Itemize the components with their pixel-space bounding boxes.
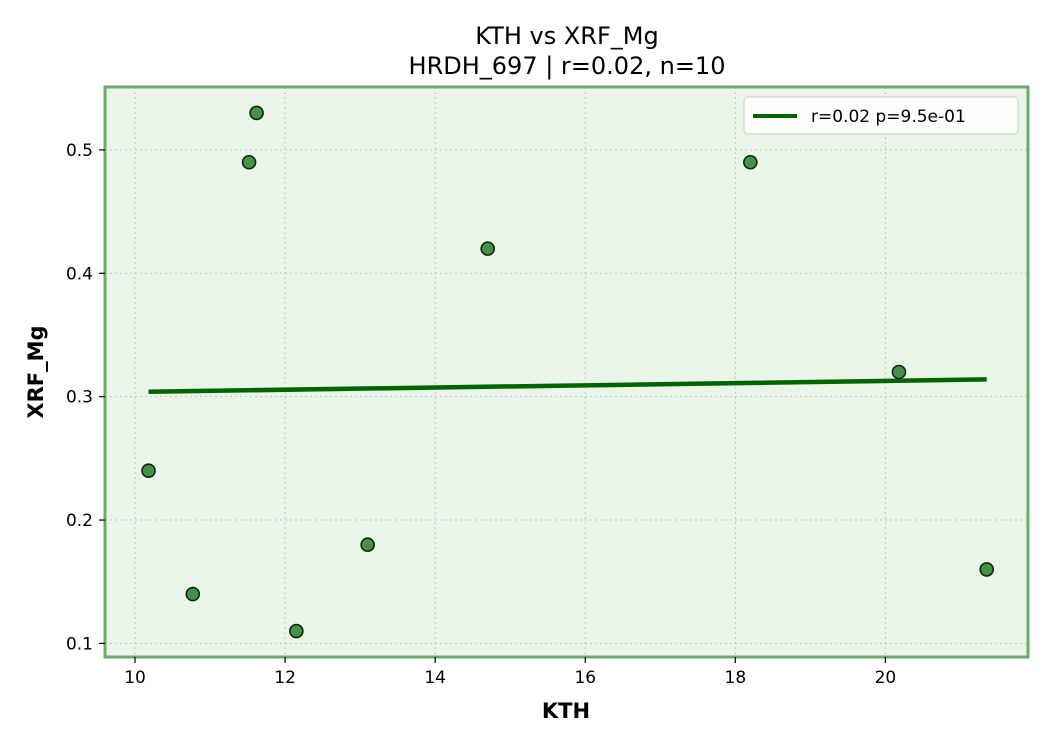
data-point bbox=[289, 623, 304, 639]
data-point bbox=[891, 364, 907, 380]
plot-area bbox=[105, 87, 1028, 657]
y-tick-label: 0.5 bbox=[66, 141, 93, 161]
legend-box bbox=[743, 96, 1019, 135]
data-point bbox=[185, 586, 201, 602]
axis-ticks: 10 12 14 16 18 20 0.1 0.2 0.3 0.4 0.5 bbox=[66, 141, 896, 688]
y-axis-label: XRF_Mg bbox=[24, 325, 48, 418]
y-tick-label: 0.3 bbox=[66, 388, 93, 408]
data-point bbox=[249, 105, 264, 121]
data-point bbox=[141, 463, 156, 479]
chart-title: KTH vs XRF_Mg bbox=[475, 22, 658, 50]
chart-subtitle: HRDH_697 | r=0.02, n=10 bbox=[409, 52, 726, 80]
x-axis-label: KTH bbox=[542, 699, 590, 723]
y-tick-label: 0.2 bbox=[66, 511, 93, 531]
legend-fit-line-label: r=0.02 p=9.5e-01 bbox=[811, 107, 966, 127]
x-tick-label: 20 bbox=[875, 668, 897, 688]
x-tick-label: 14 bbox=[424, 668, 446, 688]
x-tick-label: 18 bbox=[725, 668, 747, 688]
data-point bbox=[743, 154, 758, 170]
x-tick-label: 10 bbox=[124, 668, 146, 688]
y-tick-label: 0.4 bbox=[66, 264, 93, 284]
data-point bbox=[480, 241, 496, 256]
data-point bbox=[241, 154, 257, 170]
data-point bbox=[979, 562, 995, 577]
data-points bbox=[141, 105, 995, 639]
grid bbox=[105, 87, 1028, 657]
x-tick-label: 16 bbox=[574, 668, 596, 688]
x-tick-label: 12 bbox=[274, 668, 296, 688]
fit-line bbox=[148, 377, 987, 394]
data-point bbox=[360, 537, 375, 553]
plot-frame bbox=[103, 85, 1030, 659]
legend: r=0.02 p=9.5e-01 bbox=[743, 96, 1019, 135]
y-tick-label: 0.1 bbox=[66, 634, 93, 654]
